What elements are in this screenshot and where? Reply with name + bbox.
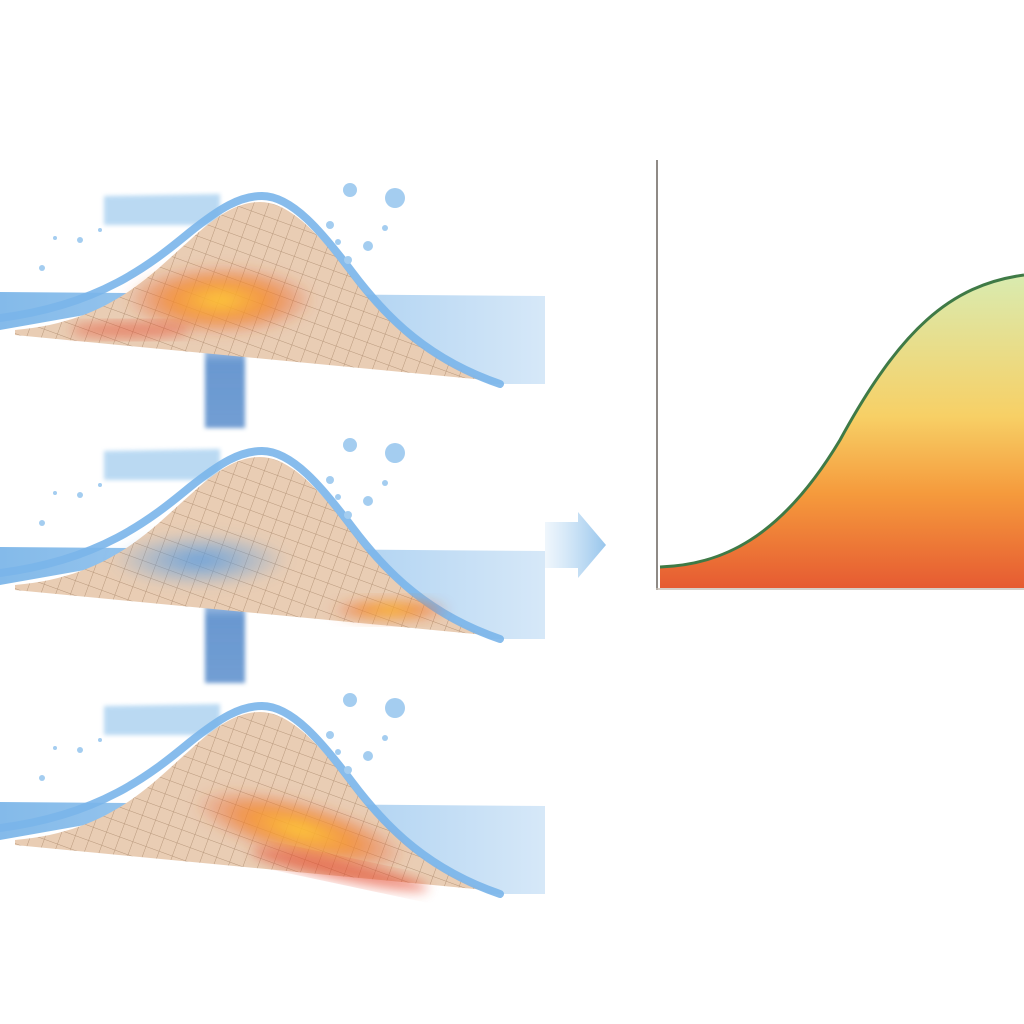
layer-middle (0, 438, 545, 683)
layer-bottom (0, 693, 545, 898)
arrow (545, 512, 606, 578)
graph (656, 160, 1024, 590)
layer-top (0, 183, 545, 428)
